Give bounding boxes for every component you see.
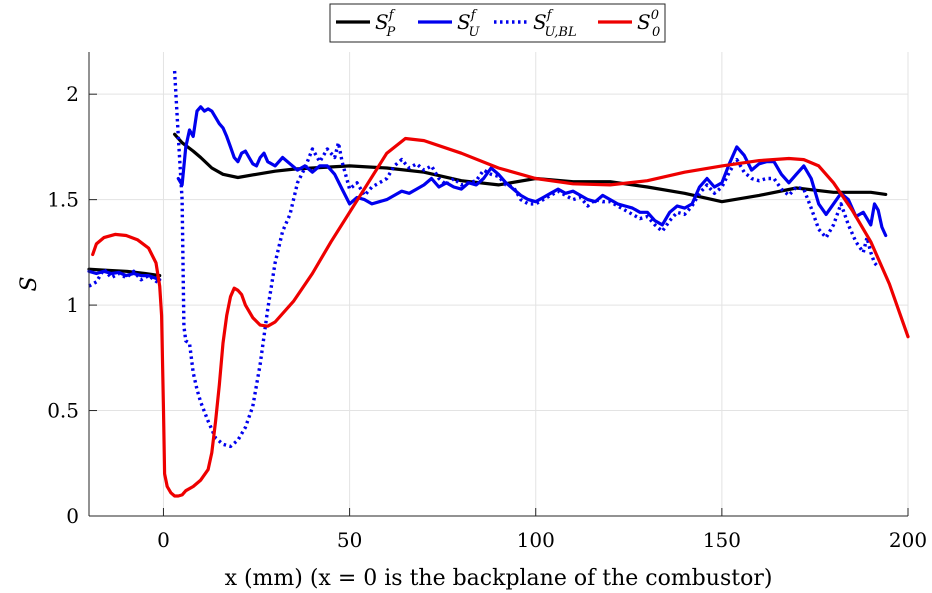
x-tick-label: 100	[517, 528, 555, 552]
series-SPf	[87, 132, 888, 278]
legend-label: Sf U,BL	[533, 8, 577, 40]
y-tick-label: 2	[66, 82, 79, 106]
series-line-SUf	[176, 105, 888, 238]
legend-entry-S00: S0 0	[598, 8, 660, 40]
legend-label: Sf P	[375, 8, 396, 40]
legend-label: Sf U	[457, 8, 481, 40]
series-line-SPf	[173, 132, 888, 204]
x-axis-label: x (mm) (x = 0 is the backplane of the co…	[225, 566, 773, 591]
x-tick-label: 0	[157, 528, 170, 552]
series-line-SUBLf	[172, 70, 880, 449]
x-tick-label: 200	[889, 528, 927, 552]
tick-labels: 0 50 100 150 200 0 0.5 1 1.5 2	[47, 82, 927, 552]
plot-area	[89, 52, 908, 516]
x-tick-label: 150	[703, 528, 741, 552]
legend-entry-SPf: Sf P	[336, 8, 396, 40]
axes	[88, 52, 909, 517]
axis-labels: x (mm) (x = 0 is the backplane of the co…	[17, 276, 772, 591]
y-tick-label: 1	[66, 293, 79, 317]
x-tick-label: 50	[337, 528, 362, 552]
series-SUBLf	[88, 70, 880, 449]
y-tick-label: 1.5	[47, 188, 79, 212]
y-tick-label: 0	[66, 504, 79, 528]
legend: Sf P Sf U Sf U,BL S0 0	[329, 3, 666, 43]
legend-entry-SUf: Sf U	[418, 8, 481, 40]
y-tick-label: 0.5	[47, 399, 79, 423]
series-line-S00	[91, 136, 910, 498]
series-layer	[87, 70, 910, 498]
series-S00	[91, 136, 910, 498]
series-line-SPf	[87, 267, 162, 278]
legend-entry-SUBLf: Sf U,BL	[494, 8, 577, 40]
y-axis-label: S	[17, 276, 42, 291]
plot-background	[89, 52, 908, 516]
legend-label: S0 0	[637, 8, 660, 40]
